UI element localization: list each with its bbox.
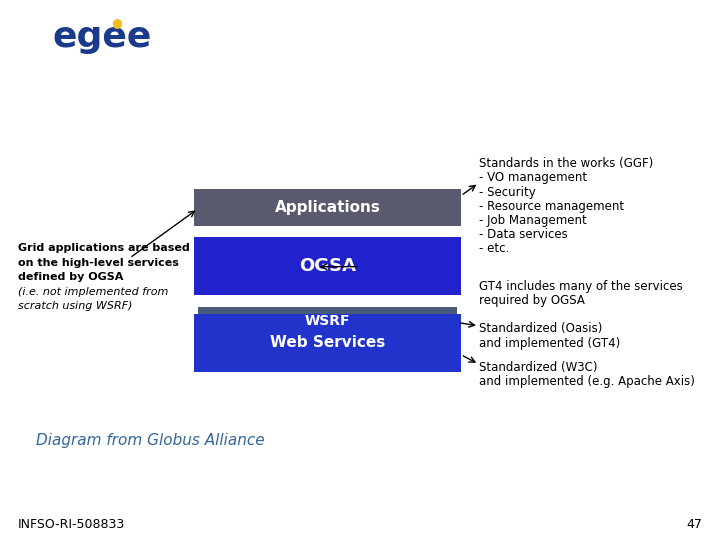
Text: egee: egee <box>53 20 152 54</box>
Text: Standardized (Oasis): Standardized (Oasis) <box>479 322 602 335</box>
Text: GT4 includes many of the services: GT4 includes many of the services <box>479 280 683 293</box>
Text: Diagram from Globus Alliance: Diagram from Globus Alliance <box>36 433 265 448</box>
Text: Standards in the works (GGF): Standards in the works (GGF) <box>479 157 653 170</box>
Text: (i.e. not implemented from: (i.e. not implemented from <box>18 287 168 297</box>
Text: - Resource management: - Resource management <box>479 200 624 213</box>
Text: defined by OGSA: defined by OGSA <box>18 272 123 282</box>
Text: scratch using WSRF): scratch using WSRF) <box>18 301 132 312</box>
Text: on the high-level services: on the high-level services <box>18 258 179 268</box>
Text: GT4-view of OGSA and WSRF -1: GT4-view of OGSA and WSRF -1 <box>176 16 667 44</box>
Text: OGSA: OGSA <box>299 256 356 275</box>
Text: ●: ● <box>111 16 122 29</box>
Text: Standardized (W3C): Standardized (W3C) <box>479 361 598 374</box>
Text: Applications: Applications <box>274 200 381 215</box>
FancyBboxPatch shape <box>194 314 461 372</box>
Text: - Data services: - Data services <box>479 228 567 241</box>
Text: Web Services: Web Services <box>270 335 385 350</box>
FancyBboxPatch shape <box>194 190 461 226</box>
Text: INFSO-RI-508833: INFSO-RI-508833 <box>18 518 125 531</box>
Text: - Security: - Security <box>479 186 536 199</box>
Text: and implemented (e.g. Apache Axis): and implemented (e.g. Apache Axis) <box>479 375 695 388</box>
Text: Grid applications are based: Grid applications are based <box>18 243 190 253</box>
Text: 47: 47 <box>686 518 702 531</box>
Text: - Job Management: - Job Management <box>479 214 587 227</box>
FancyBboxPatch shape <box>194 237 461 295</box>
Text: required by OGSA: required by OGSA <box>479 294 585 307</box>
Text: - VO management: - VO management <box>479 171 587 184</box>
Text: and implemented (GT4): and implemented (GT4) <box>479 336 620 349</box>
Circle shape <box>0 0 477 78</box>
Text: Enabling Grids for E-sciencE: Enabling Grids for E-sciencE <box>205 63 333 72</box>
Text: WSRF: WSRF <box>305 314 351 328</box>
FancyBboxPatch shape <box>198 307 457 335</box>
Text: - etc.: - etc. <box>479 242 509 255</box>
